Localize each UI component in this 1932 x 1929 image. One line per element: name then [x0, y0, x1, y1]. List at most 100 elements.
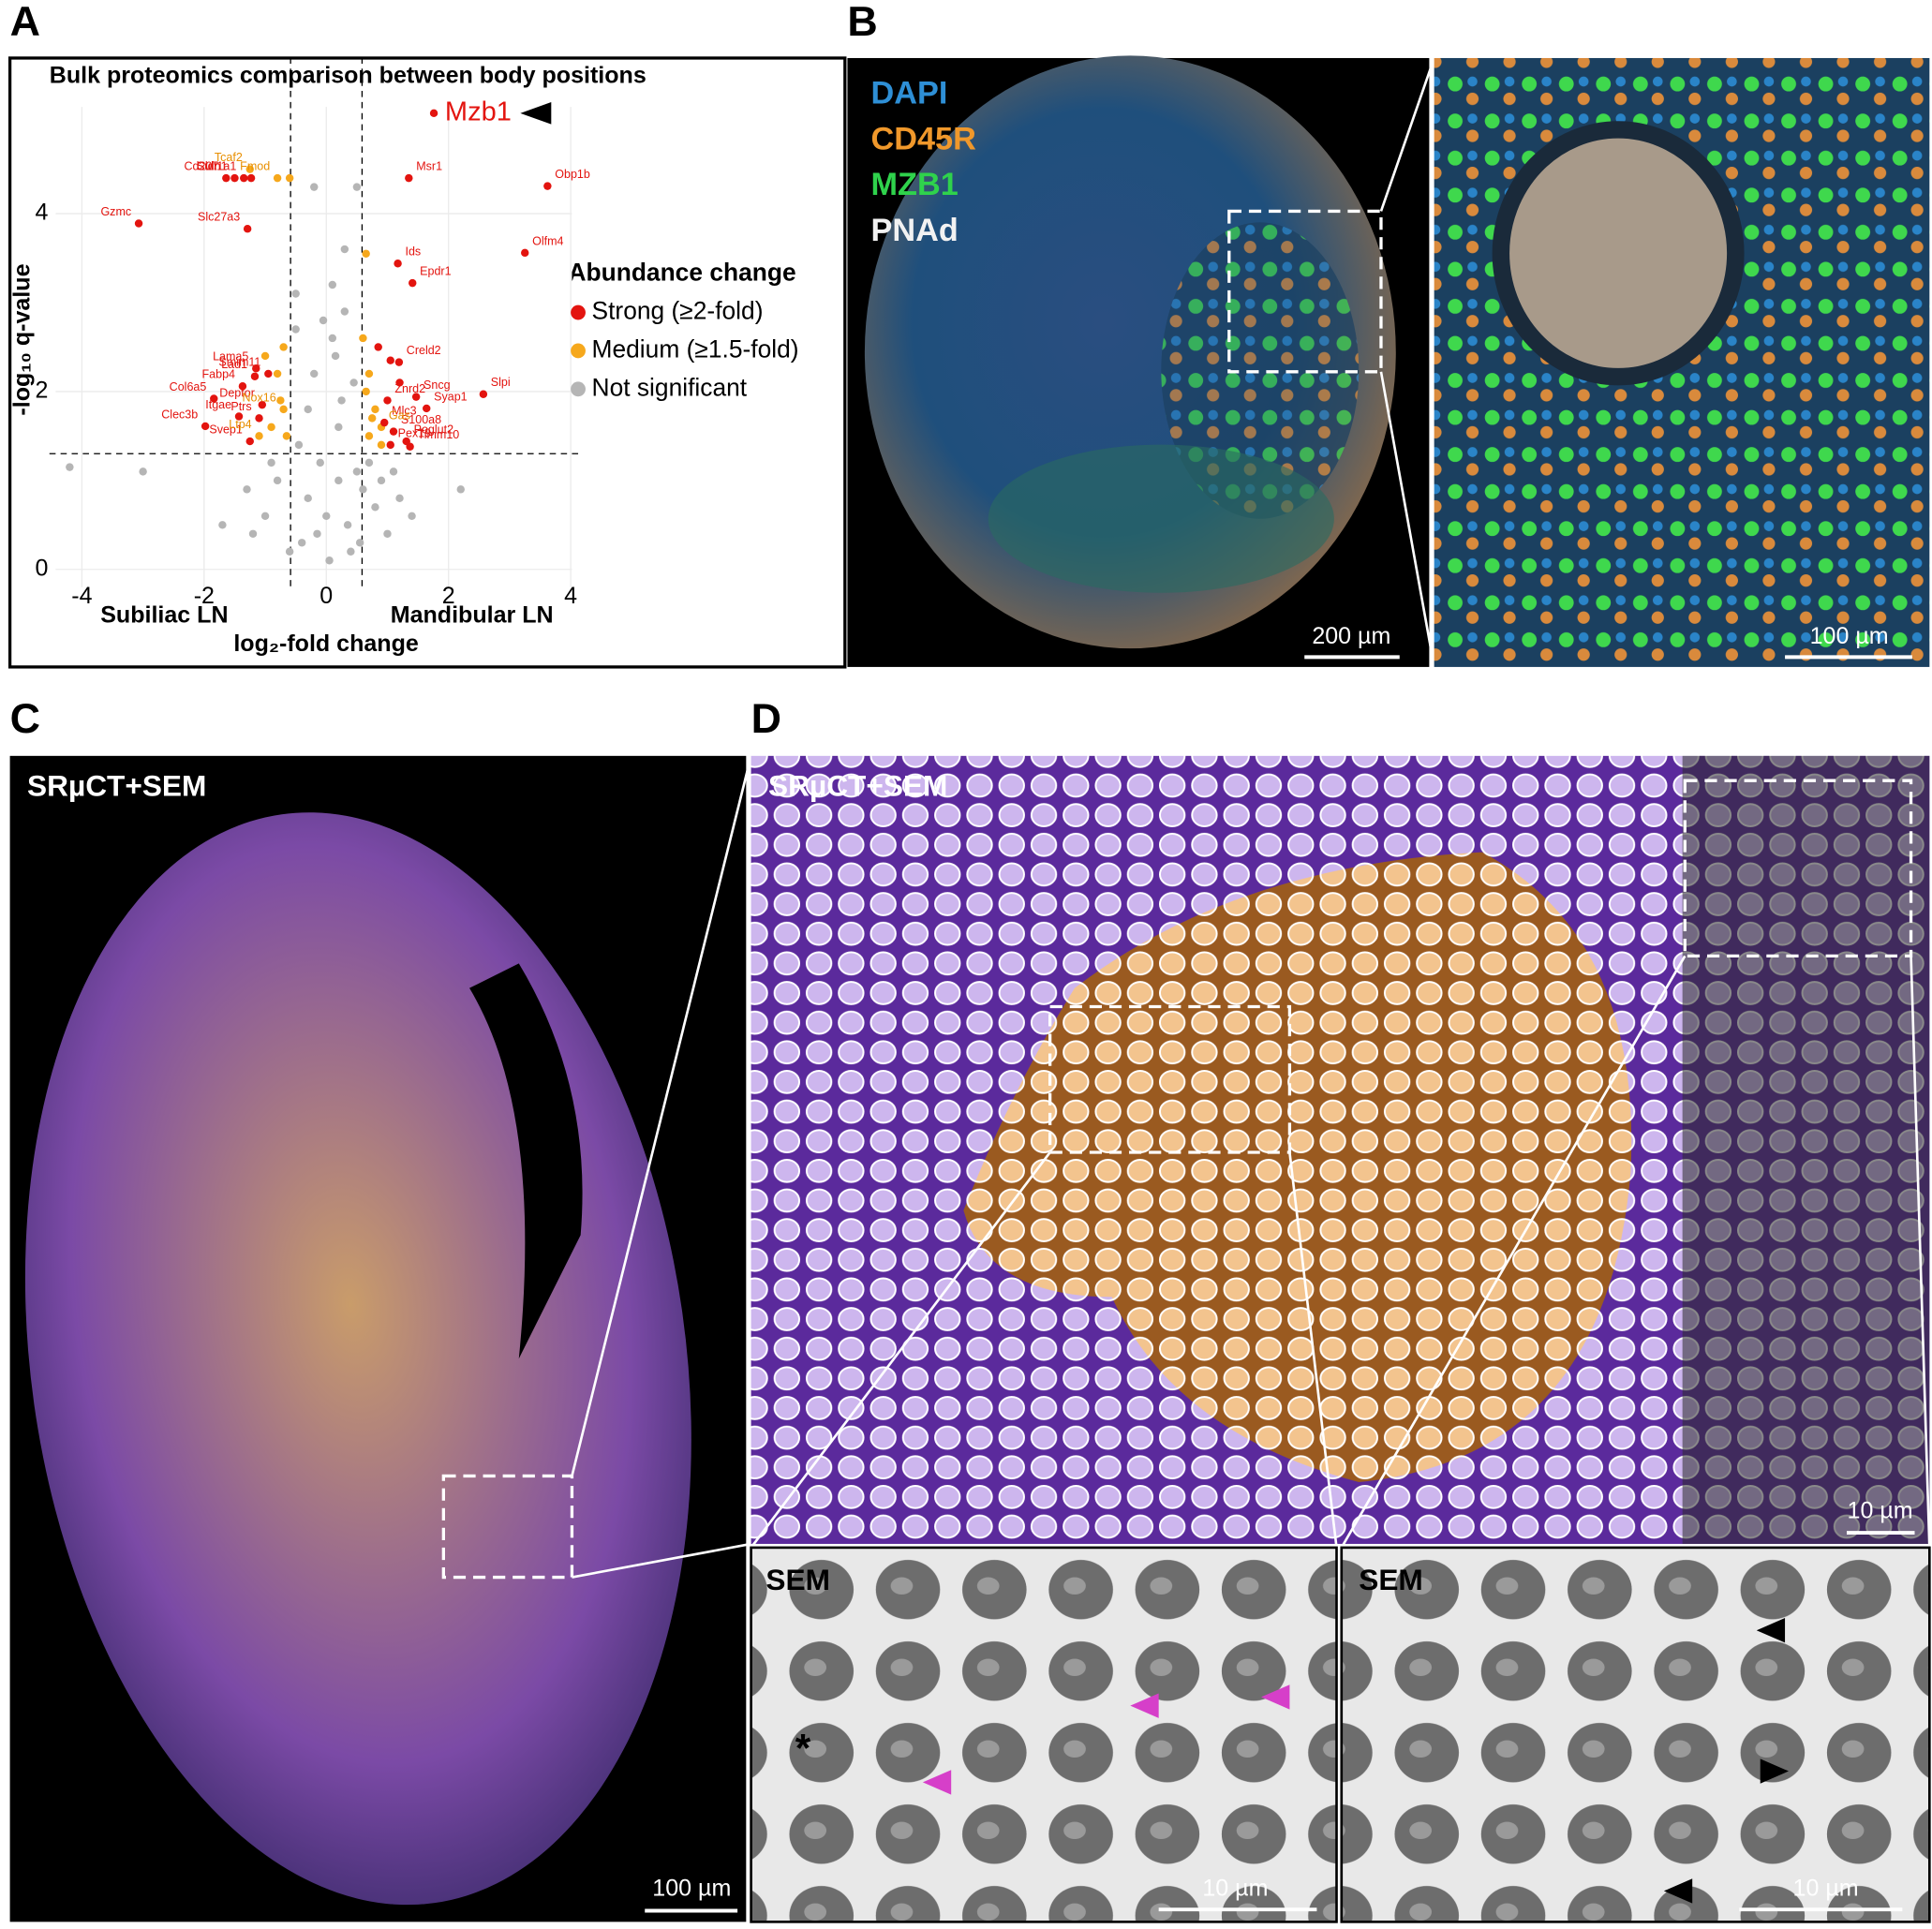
point-label: Fmod	[240, 160, 270, 173]
data-point	[248, 529, 258, 539]
image-region	[963, 852, 1632, 1483]
point-label: Obp1b	[555, 168, 590, 181]
data-point	[297, 539, 306, 547]
data-point	[402, 437, 410, 446]
data-point	[389, 427, 398, 436]
data-point	[367, 414, 377, 423]
data-point	[279, 405, 288, 414]
data-point	[252, 364, 260, 373]
legend-label: Strong (≥2-fold)	[592, 297, 764, 325]
zoom-line	[1910, 956, 1931, 1548]
image-label: SEM	[1359, 1563, 1423, 1596]
point-label: Col6a5	[170, 380, 207, 393]
chart-title: Bulk proteomics comparison between body …	[50, 62, 646, 88]
data-point	[264, 369, 273, 378]
point-label: S100a8	[401, 413, 441, 426]
data-point	[380, 418, 389, 427]
arrowhead	[1663, 1878, 1693, 1904]
data-point	[359, 485, 367, 494]
point-label: Poglut2	[414, 423, 453, 437]
point-label: Creld2	[407, 344, 441, 357]
arrowhead	[1756, 1618, 1786, 1643]
data-point	[325, 556, 334, 565]
data-point	[222, 173, 230, 183]
data-point	[394, 358, 404, 366]
point-label: Tcaf2	[215, 151, 243, 164]
data-point	[429, 109, 438, 118]
panel-c: C SRµCT+SEM 100 µm	[9, 695, 752, 1922]
point-label: Lama5	[213, 350, 248, 364]
panel-b: B DAPI CD45R MZB1 PNAd 200 µm 100 µm	[847, 0, 1930, 668]
x-left-label: Subiliac LN	[100, 601, 228, 628]
data-point	[334, 423, 343, 432]
panel-letter: B	[847, 0, 877, 45]
channel-name: PNAd	[870, 213, 958, 248]
data-point	[285, 173, 294, 183]
data-point	[255, 414, 263, 423]
channel-name: MZB1	[870, 167, 958, 202]
point-label: Syap1	[434, 390, 468, 403]
zoom-line	[750, 1151, 1051, 1549]
data-point	[371, 503, 379, 512]
scale-label: 200 µm	[1312, 623, 1390, 649]
arrowhead	[922, 1770, 952, 1795]
point-label: Ltp4	[229, 418, 251, 431]
point-label: Epdr1	[420, 265, 451, 278]
arrowhead	[520, 101, 552, 125]
data-point	[409, 278, 417, 288]
data-point	[243, 485, 251, 494]
point-label: Lad1	[221, 358, 247, 371]
point-label: Timm10	[418, 428, 460, 441]
channel-name: DAPI	[870, 76, 947, 111]
point-label: Gzmc	[100, 205, 131, 218]
marker: *	[795, 1727, 811, 1771]
data-point	[291, 325, 300, 334]
data-point	[389, 467, 398, 476]
panel-letter: D	[751, 695, 781, 742]
y-tick-label: 2	[36, 378, 49, 404]
data-point	[343, 521, 352, 529]
zoom-box	[441, 1474, 574, 1580]
data-point	[66, 463, 74, 471]
panel-d: D SRµCT+SEM 10 µm SEM * 10 µm SEM 10 µm	[750, 695, 1931, 1923]
legend-label: Medium (≥1.5-fold)	[592, 334, 799, 363]
image-region	[988, 444, 1334, 593]
data-point	[304, 405, 312, 414]
y-tick-label: 4	[36, 200, 49, 226]
data-point	[210, 394, 218, 403]
point-label: Cd207	[185, 160, 219, 173]
image-region	[1161, 222, 1360, 519]
data-point	[279, 343, 288, 351]
point-label: Cldn1	[197, 160, 228, 173]
data-point	[316, 458, 324, 467]
data-point	[230, 173, 239, 183]
data-point	[408, 512, 416, 521]
data-point	[267, 458, 275, 467]
data-point	[337, 396, 346, 405]
legend-marker	[571, 381, 586, 397]
data-point	[395, 494, 404, 503]
point-label: Svep1	[209, 423, 243, 437]
point-label: Slpi	[491, 376, 511, 389]
data-point	[386, 356, 394, 364]
data-point	[240, 173, 248, 183]
data-point	[364, 458, 374, 467]
scale-label: 10 µm	[1793, 1876, 1859, 1902]
data-point	[285, 547, 294, 556]
y-tick-label: 0	[36, 555, 49, 581]
data-point	[479, 390, 488, 398]
data-point	[245, 165, 254, 173]
arrowhead	[1261, 1684, 1290, 1710]
data-point	[362, 387, 370, 396]
data-point	[319, 316, 328, 325]
data-point	[331, 351, 340, 361]
x-right-label: Mandibular LN	[391, 601, 554, 628]
data-point	[386, 440, 394, 450]
point-label: Clec3b	[161, 408, 198, 421]
point-label: Gas	[389, 408, 410, 422]
point-label: Slc27a3	[198, 211, 240, 224]
zoom-line	[571, 755, 752, 1476]
data-point	[294, 440, 304, 450]
legend-marker	[571, 304, 586, 320]
data-point	[328, 334, 337, 343]
